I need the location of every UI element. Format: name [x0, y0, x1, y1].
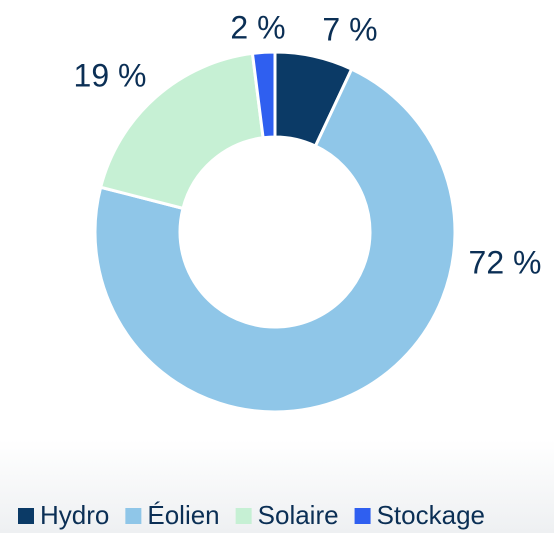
- legend-swatch: [354, 508, 371, 524]
- data-label: 72 %: [469, 244, 542, 280]
- data-labels: 7 % 72 % 19 % 2 %: [74, 9, 542, 280]
- slice: [93, 67, 457, 414]
- legend-label: Stockage: [377, 500, 485, 530]
- legend-label: Éolien: [147, 500, 219, 530]
- donut: [93, 50, 457, 414]
- legend-label: Solaire: [258, 500, 339, 530]
- legend-swatch: [235, 508, 252, 524]
- slice: [98, 51, 265, 211]
- data-label: 2 %: [230, 9, 285, 45]
- legend-band: [0, 440, 554, 533]
- legend-swatch: [18, 508, 34, 524]
- slice: [250, 50, 277, 140]
- data-label: 7 %: [322, 11, 377, 47]
- data-label: 19 %: [74, 57, 147, 93]
- legend-label: Hydro: [40, 500, 109, 530]
- legend-swatch: [125, 508, 142, 524]
- legend: Hydro Éolien Solaire Stockage: [18, 500, 485, 530]
